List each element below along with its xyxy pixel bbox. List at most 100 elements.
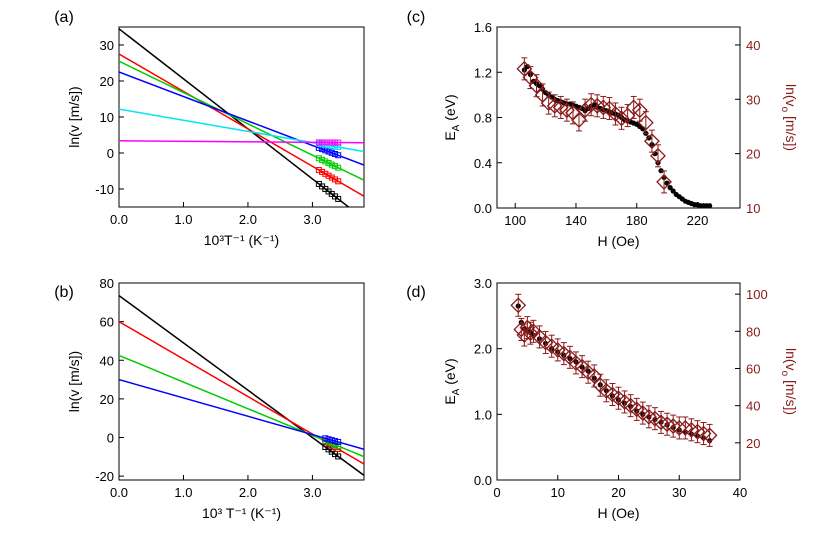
y2-tick-label: 40 [746,38,760,53]
y-tick-label: 3.0 [474,276,492,291]
x-tick-label: 1.0 [174,485,192,500]
fit-line-red [119,320,364,465]
x-tick-label: 1.0 [174,212,192,227]
y-tick-label: 10 [100,110,114,125]
y-tick-label: 20 [100,74,114,89]
data-point-lnvo [640,408,657,425]
data-point-ea [658,168,664,174]
y-tick-label: 60 [100,315,114,330]
data-point-lnvo [546,97,563,114]
data-point-cyan [331,143,338,150]
panel-c: 100 140 180 220 0.0 0.4 0.8 1.2 1.6 (c) 10 20 30 40 H … [407,9,799,249]
data-point-red [322,170,329,177]
data-point-blue [335,438,342,445]
data-point-lnvo [659,416,676,433]
data-point-green [319,156,326,163]
data-point-blue [335,152,342,159]
panel-label: (d) [406,284,426,301]
x-tick-label: 100 [504,213,526,228]
data-point-lnvo [671,420,688,436]
plot-frame [118,26,365,208]
data-point-cyan [335,144,342,151]
x-axis-label: 10³ T⁻¹ (K⁻¹) [202,505,281,521]
data-point-blue [328,149,335,156]
panel-a: 0.0 1.0 2.0 3.0 -10 0 10 20 30 (a) 10³T⁻¹ (K⁻¹) ln(… [54,9,365,248]
fit-line-blue [119,71,364,166]
y2-tick-label: 100 [746,287,768,302]
x-tick-label: 2.0 [239,485,257,500]
data-point-ea [707,203,713,209]
y-tick-label: 0.4 [474,156,492,171]
data-point-red [331,176,338,183]
y-label-sub: A [451,124,462,131]
y2-axis-label: ln(vo [m/s]) [779,348,799,415]
data-point-green [331,163,338,170]
x-tick-label: 180 [626,213,648,228]
data-point-blue [328,437,335,444]
x-tick-label: 0 [493,485,500,500]
data-point-lnvo [522,325,539,342]
data-point-blue [325,148,332,155]
x-tick-label: 30 [672,485,686,500]
x-tick-label: 220 [687,213,709,228]
data-point-green [322,158,329,165]
y2-tick-label: 20 [746,436,760,451]
x-tick-label: 20 [611,485,625,500]
y2-label-sub: o [779,107,790,113]
panel-d: 0 10 20 30 40 0.0 1.0 2.0 3.0 (d) 20 40 60 80 100 H (Oe… [406,276,799,521]
y-label-tail: (eV) [442,358,458,388]
data-point-lnvo [589,97,606,114]
y-tick-label: -20 [95,469,114,484]
data-point-red [328,174,335,181]
data-point-lnvo [631,102,648,119]
data-point-green [315,155,322,162]
y-axis-label: EA (eV) [442,358,462,404]
data-point-ea [670,188,676,194]
data-point-lnvo [665,418,682,435]
data-point-green [325,159,332,166]
y2-axis-label: ln(vo [m/s]) [779,84,799,151]
data-point-lnvo [683,421,700,438]
data-point-lnvo [528,77,545,94]
data-point-green [335,164,342,171]
data-point-lnvo [583,96,600,113]
data-point-magenta [325,139,332,146]
panel-b: 0.0 1.0 2.0 3.0 -20 0 20 40 60 80 (b) 10³ T⁻¹ (K⁻¹)… [54,276,365,521]
y-tick-label: -10 [95,182,114,197]
x-tick-label: 3.0 [303,212,321,227]
panel-label: (a) [54,9,74,26]
lines-group [119,294,364,476]
data-point-red [335,178,342,185]
y-axis-label: ln(v [m/s]) [66,351,82,412]
y2-tick-label: 10 [746,201,760,216]
fit-line-black [119,28,350,207]
y-tick-label: 80 [100,276,114,291]
data-point-blue [331,438,338,445]
fit-line-green [119,60,364,181]
x-axis-label: 10³T⁻¹ (K⁻¹) [204,232,279,248]
data-point-blue [331,151,338,158]
y-tick-label: 20 [100,392,114,407]
data-point-lnvo [701,427,718,444]
data-point-black [335,195,342,202]
y-axis-label: EA (eV) [442,94,462,140]
x-tick-label: 3.0 [303,485,321,500]
y-label-main: E [442,131,458,140]
data-point-magenta [331,139,338,146]
data-point-blue [322,435,329,442]
data-point-lnvo [637,114,654,131]
data-point-blue [325,436,332,443]
x-tick-label: 140 [565,213,587,228]
x-tick-label: 40 [733,485,747,500]
y2-tick-label: 30 [746,92,760,107]
x-tick-label: 10 [551,485,565,500]
data-point-lnvo [653,414,669,431]
data-point-red [319,168,326,175]
data-point-magenta [319,139,326,146]
y2-label-sub: o [779,371,790,377]
y2-tick-label: 20 [746,147,760,162]
data-point-lnvo [677,420,694,436]
y-tick-label: 1.0 [474,407,492,422]
